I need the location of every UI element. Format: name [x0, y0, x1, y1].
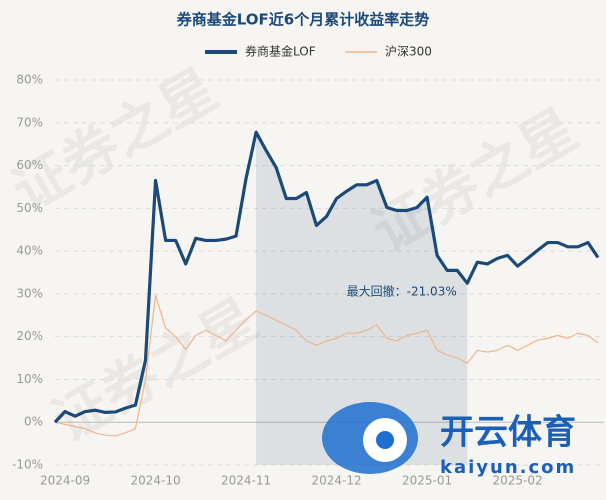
series-line: [54, 294, 599, 437]
x-tick-label: 2024-11: [221, 474, 271, 488]
drawdown-area: [256, 132, 468, 465]
y-tick-label: 80%: [16, 73, 43, 87]
x-tick-label: 2025-02: [492, 474, 542, 488]
y-tick-label: 10%: [16, 372, 43, 386]
y-tick-label: 40%: [16, 244, 43, 258]
logo-ball-patch: [376, 431, 394, 449]
watermark: 证券之星: [42, 287, 268, 455]
legend-label: 券商基金LOF: [245, 44, 316, 59]
x-tick-label: 2024-10: [130, 474, 180, 488]
logo: 开云体育 kaiyun.com: [322, 402, 576, 478]
y-tick-label: 70%: [16, 115, 43, 129]
y-tick-label: 20%: [16, 329, 43, 343]
series-line: [53, 130, 600, 424]
y-tick-label: 0%: [24, 415, 43, 429]
x-tick-label: 2024-09: [40, 474, 90, 488]
y-tick-label: 30%: [16, 286, 43, 300]
y-tick-label: 60%: [16, 158, 43, 172]
chart-title: 券商基金LOF近6个月累计收益率走势: [177, 11, 429, 29]
legend-label: 沪深300: [385, 45, 432, 59]
annotation: 最大回撤：-21.03%: [347, 284, 457, 299]
logo-name: 开云体育: [440, 413, 576, 453]
y-tick-label: -10%: [12, 458, 43, 472]
x-tick-label: 2025-01: [402, 474, 452, 488]
x-tick-label: 2024-12: [311, 474, 361, 488]
logo-url: kaiyun.com: [440, 457, 576, 478]
y-tick-label: 50%: [16, 201, 43, 215]
